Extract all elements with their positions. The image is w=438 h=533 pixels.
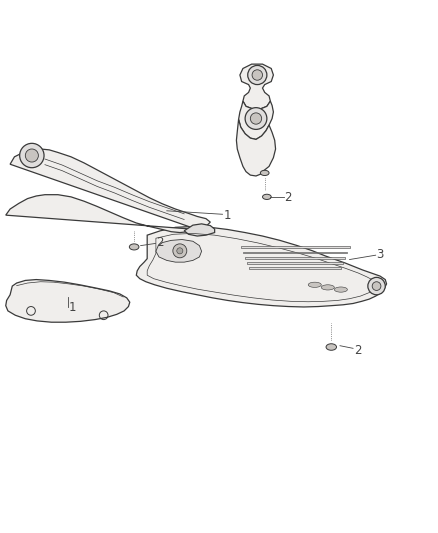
Text: 1: 1 xyxy=(223,208,231,222)
Polygon shape xyxy=(240,64,273,109)
Circle shape xyxy=(173,244,187,258)
Polygon shape xyxy=(250,268,341,269)
Polygon shape xyxy=(237,119,276,176)
Text: 2: 2 xyxy=(156,236,163,249)
Text: 2: 2 xyxy=(284,191,292,204)
Ellipse shape xyxy=(334,287,347,292)
Circle shape xyxy=(245,108,267,130)
Circle shape xyxy=(251,113,261,124)
Text: 1: 1 xyxy=(69,301,76,314)
Polygon shape xyxy=(239,101,273,140)
Polygon shape xyxy=(245,257,345,259)
Circle shape xyxy=(177,248,183,254)
Polygon shape xyxy=(136,227,387,307)
Text: 3: 3 xyxy=(377,248,384,261)
Polygon shape xyxy=(184,224,215,236)
Polygon shape xyxy=(6,279,130,322)
Ellipse shape xyxy=(326,344,336,350)
Circle shape xyxy=(368,277,385,295)
Ellipse shape xyxy=(308,282,321,287)
Polygon shape xyxy=(241,246,350,248)
Circle shape xyxy=(25,149,39,162)
Circle shape xyxy=(372,282,381,290)
Ellipse shape xyxy=(260,171,269,175)
Ellipse shape xyxy=(129,244,139,250)
Circle shape xyxy=(252,70,262,80)
Circle shape xyxy=(20,143,44,168)
Circle shape xyxy=(248,66,267,85)
Polygon shape xyxy=(243,252,347,254)
Ellipse shape xyxy=(262,194,271,199)
Ellipse shape xyxy=(321,285,334,290)
Polygon shape xyxy=(156,239,201,262)
Text: 2: 2 xyxy=(354,344,361,357)
Polygon shape xyxy=(247,262,343,264)
Polygon shape xyxy=(6,149,210,232)
